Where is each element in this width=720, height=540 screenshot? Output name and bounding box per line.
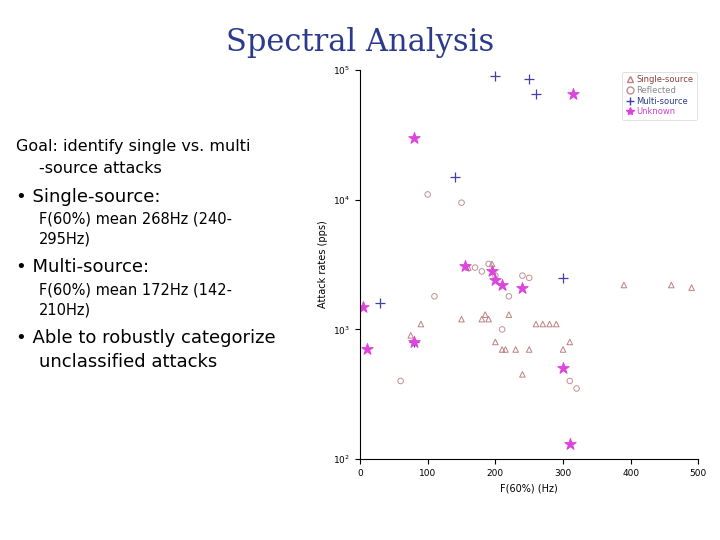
Text: -source attacks: -source attacks [39, 161, 161, 176]
Text: • Multi-source:: • Multi-source: [16, 258, 148, 276]
Point [480, 310, 491, 319]
Point [557, 273, 569, 282]
Point [483, 315, 495, 323]
Point [517, 370, 528, 379]
Point [557, 345, 569, 354]
Point [517, 271, 528, 280]
Point [476, 267, 487, 276]
Point [374, 299, 386, 307]
Point [523, 273, 535, 282]
Point [510, 345, 521, 354]
Y-axis label: Attack rates (pps): Attack rates (pps) [318, 221, 328, 308]
Point [422, 190, 433, 199]
Point [496, 345, 508, 354]
Text: F(60%) mean 268Hz (240-: F(60%) mean 268Hz (240- [39, 212, 232, 227]
Point [490, 338, 501, 346]
Point [500, 345, 511, 354]
Point [544, 320, 555, 328]
Point [358, 302, 369, 311]
Point [361, 345, 372, 354]
Legend: Single-source, Reflected, Multi-source, Unknown: Single-source, Reflected, Multi-source, … [622, 72, 697, 119]
Point [523, 345, 535, 354]
Text: F(60%) mean 172Hz (142-: F(60%) mean 172Hz (142- [39, 283, 232, 298]
Point [564, 377, 575, 386]
Point [490, 72, 501, 80]
Point [496, 325, 508, 334]
Point [476, 315, 487, 323]
Point [551, 320, 562, 328]
Point [564, 440, 575, 449]
Point [486, 260, 498, 268]
Point [665, 281, 677, 289]
Point [428, 292, 440, 301]
Point [503, 292, 515, 301]
Point [530, 320, 541, 328]
Point [530, 90, 541, 99]
Text: 295Hz): 295Hz) [39, 232, 91, 247]
Point [405, 331, 416, 340]
Point [571, 384, 582, 393]
Point [395, 377, 406, 386]
Text: • Able to robustly categorize: • Able to robustly categorize [16, 329, 275, 347]
Point [490, 271, 501, 280]
Point [408, 338, 420, 346]
Point [469, 263, 481, 272]
Point [483, 260, 495, 268]
Point [517, 284, 528, 292]
Point [523, 75, 535, 84]
Point [408, 133, 420, 142]
Point [490, 276, 501, 285]
Point [459, 261, 471, 270]
Text: unclassified attacks: unclassified attacks [39, 353, 217, 370]
Point [686, 284, 698, 292]
Point [462, 263, 474, 272]
Text: • Single-source:: • Single-source: [16, 187, 160, 206]
Point [564, 338, 575, 346]
Point [408, 338, 420, 346]
Point [486, 267, 498, 276]
Point [496, 281, 508, 289]
Point [415, 320, 427, 328]
Text: Goal: identify single vs. multi: Goal: identify single vs. multi [16, 139, 250, 154]
Text: Spectral Analysis: Spectral Analysis [226, 27, 494, 58]
Point [449, 173, 461, 181]
Point [567, 90, 579, 99]
Point [456, 198, 467, 207]
Point [557, 364, 569, 373]
Point [503, 310, 515, 319]
Point [537, 320, 549, 328]
Text: 210Hz): 210Hz) [39, 302, 91, 318]
Point [456, 315, 467, 323]
Point [408, 338, 420, 346]
X-axis label: F(60%) (Hz): F(60%) (Hz) [500, 483, 558, 493]
Point [618, 281, 630, 289]
